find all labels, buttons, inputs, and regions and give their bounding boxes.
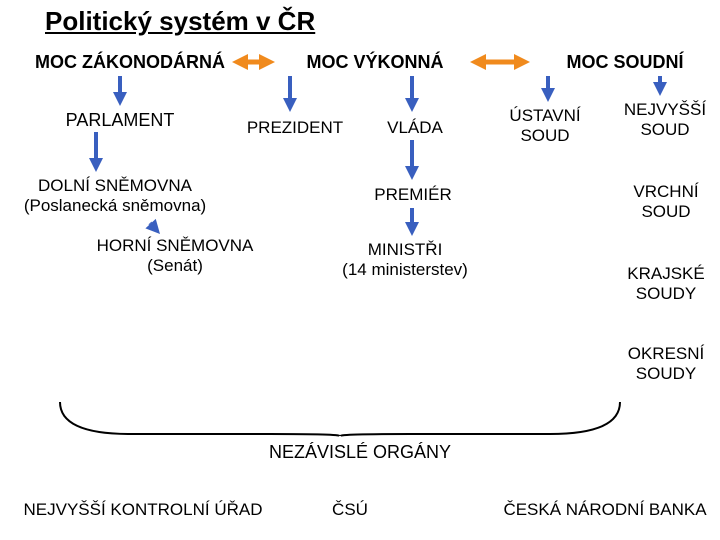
label-prezident: PREZIDENT bbox=[230, 118, 360, 138]
label-vrchni-soud: VRCHNÍ SOUD bbox=[616, 182, 716, 221]
label-moc-vykonna: MOC VÝKONNÁ bbox=[280, 52, 470, 73]
label-okresni-soudy: OKRESNÍ SOUDY bbox=[616, 344, 716, 383]
label-dolni-snemovna: DOLNÍ SNĚMOVNA (Poslanecká sněmovna) bbox=[0, 176, 230, 215]
diagram-root: { "canvas": { "width": 720, "height": 54… bbox=[0, 0, 720, 540]
label-nku: NEJVYŠŠÍ KONTROLNÍ ÚŘAD bbox=[8, 500, 278, 520]
label-premier: PREMIÉR bbox=[358, 185, 468, 205]
page-title: Politický systém v ČR bbox=[45, 6, 315, 37]
label-krajske-soudy: KRAJSKÉ SOUDY bbox=[616, 264, 716, 303]
label-moc-zakonodarna: MOC ZÁKONODÁRNÁ bbox=[20, 52, 240, 73]
label-csu: ČSÚ bbox=[310, 500, 390, 520]
label-moc-soudni: MOC SOUDNÍ bbox=[540, 52, 710, 73]
label-parlament: PARLAMENT bbox=[40, 110, 200, 131]
label-horni-snemovna: HORNÍ SNĚMOVNA (Senát) bbox=[70, 236, 280, 275]
label-nejvyssi-soud: NEJVYŠŠÍ SOUD bbox=[610, 100, 720, 139]
label-vlada: VLÁDA bbox=[370, 118, 460, 138]
label-ministri: MINISTŘI (14 ministerstev) bbox=[300, 240, 510, 279]
label-ustavni-soud: ÚSTAVNÍ SOUD bbox=[490, 106, 600, 145]
label-nezavisle-organy: NEZÁVISLÉ ORGÁNY bbox=[230, 442, 490, 463]
label-cnb: ČESKÁ NÁRODNÍ BANKA bbox=[490, 500, 720, 520]
